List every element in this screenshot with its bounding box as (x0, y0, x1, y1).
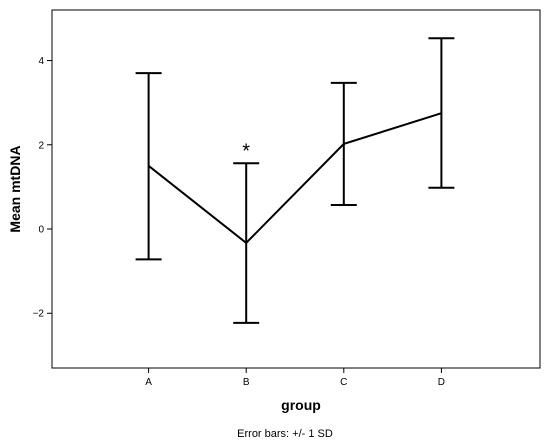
x-axis-title: group (281, 397, 321, 413)
plot-frame (51, 9, 541, 369)
y-axis-ticks: −2 0 2 4 (33, 56, 52, 320)
y-tick-label: 0 (38, 225, 44, 236)
y-tick-label: 2 (38, 140, 44, 151)
y-axis-title: Mean mtDNA (7, 145, 23, 232)
x-tick-label: B (243, 377, 250, 388)
x-axis-ticks: A B C D (145, 368, 445, 388)
annotations: * (242, 140, 250, 162)
error-bars-footnote: Error bars: +/- 1 SD (237, 428, 333, 440)
x-tick-label: D (438, 377, 445, 388)
x-tick-label: C (340, 377, 347, 388)
series-line (147, 112, 442, 245)
error-bars (135, 37, 455, 324)
y-tick-label: 4 (38, 56, 44, 67)
x-tick-label: A (145, 377, 152, 388)
significance-marker: * (242, 140, 250, 162)
y-tick-label: −2 (33, 309, 45, 320)
